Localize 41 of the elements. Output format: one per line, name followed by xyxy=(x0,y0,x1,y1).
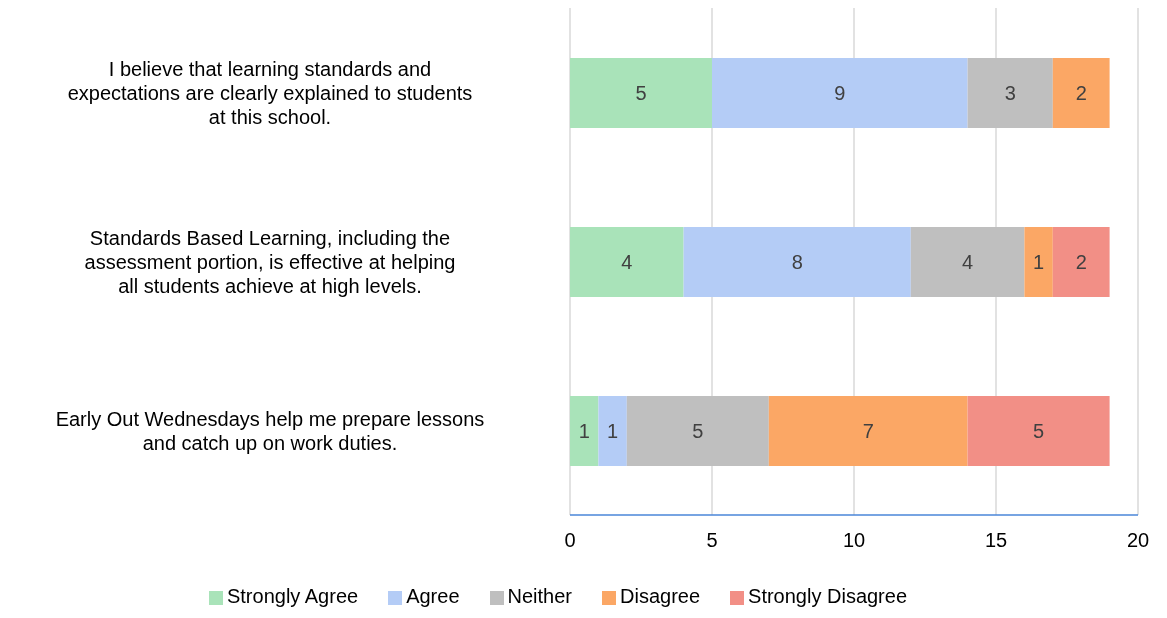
bar xyxy=(967,58,1053,128)
legend-label: Strongly Disagree xyxy=(748,585,908,607)
bar xyxy=(598,396,627,466)
data-label: 9 xyxy=(834,82,846,105)
bar xyxy=(570,396,599,466)
data-label: 3 xyxy=(1004,82,1016,105)
bar xyxy=(712,58,968,128)
x-tick-label: 5 xyxy=(706,529,718,552)
data-label: 1 xyxy=(578,420,590,443)
x-tick-label: 0 xyxy=(564,529,576,552)
bar xyxy=(768,396,968,466)
data-label: 4 xyxy=(621,251,633,274)
bar xyxy=(683,227,911,297)
bar xyxy=(570,227,684,297)
x-tick-label: 15 xyxy=(984,529,1008,552)
x-tick-label: 10 xyxy=(842,529,866,552)
bar xyxy=(967,396,1110,466)
data-label: 1 xyxy=(1033,251,1045,274)
bar xyxy=(1052,227,1110,297)
legend-label: Strongly Agree xyxy=(226,585,359,607)
bar xyxy=(910,227,1025,297)
data-label: 1 xyxy=(607,420,619,443)
bar xyxy=(626,396,769,466)
bar xyxy=(1024,227,1053,297)
data-label: 5 xyxy=(1033,420,1045,443)
bar xyxy=(570,58,712,128)
legend-label: Agree xyxy=(406,585,460,607)
data-label: 2 xyxy=(1075,251,1087,274)
legend-label: Disagree xyxy=(620,585,701,607)
data-label: 5 xyxy=(692,420,704,443)
data-label: 8 xyxy=(791,251,803,274)
data-label: 2 xyxy=(1075,82,1087,105)
y-tick-label: Early Out Wednesdays help me prepare lessons and catch up on work duties. xyxy=(55,407,485,454)
y-tick-label: Standards Based Learning, including the assessment portion, is effective at helping all students achieve at high levels. xyxy=(84,226,456,297)
data-label: 4 xyxy=(962,251,974,274)
data-label: 5 xyxy=(635,82,647,105)
bar xyxy=(1052,58,1110,128)
y-tick-label: I believe that learning standards and expectations are clearly explained to students at this school. xyxy=(67,57,473,128)
legend-label: Neither xyxy=(507,585,573,607)
x-tick-label: 20 xyxy=(1126,529,1150,552)
data-label: 7 xyxy=(862,420,874,443)
